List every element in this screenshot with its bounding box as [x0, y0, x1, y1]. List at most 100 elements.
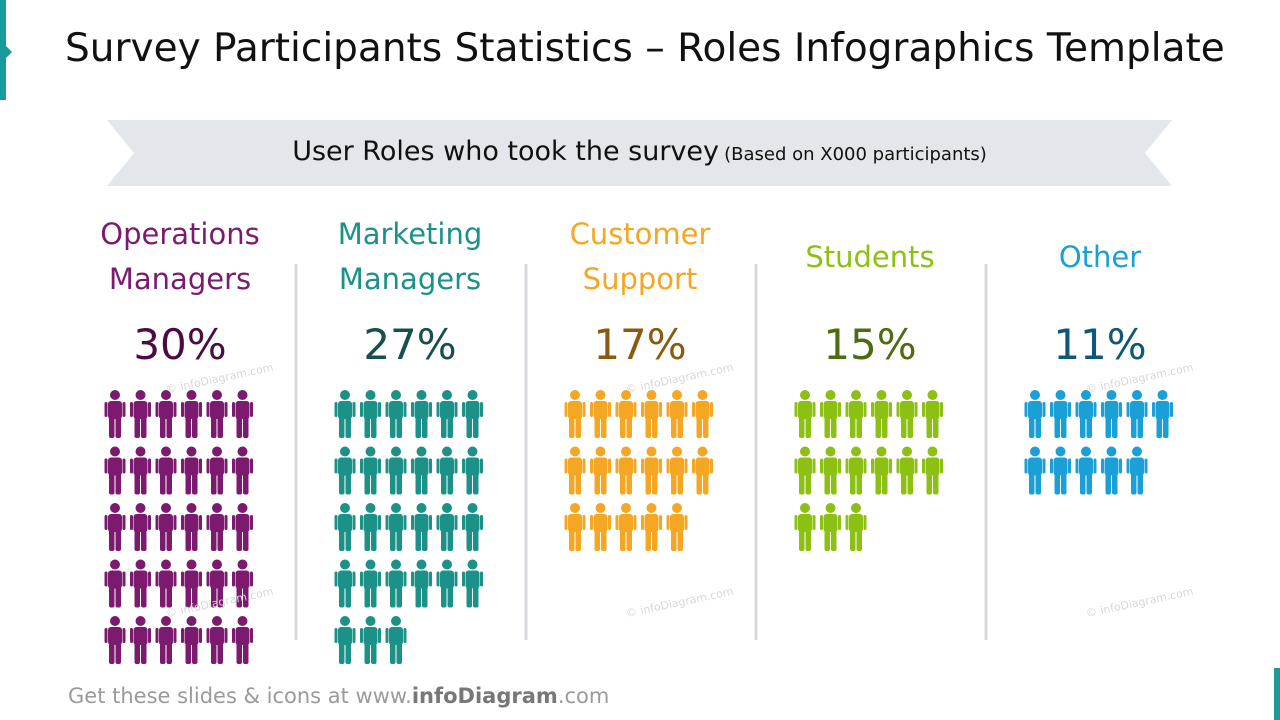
person-icon [360, 390, 381, 438]
icon-body [644, 457, 659, 476]
icon-head [851, 390, 861, 400]
icon-leg [601, 472, 607, 495]
icon-body [414, 514, 429, 532]
icon-leg [243, 642, 249, 664]
icon-leg [211, 529, 217, 551]
icon-arm [334, 515, 338, 530]
icon-body [108, 570, 122, 589]
person-icon [845, 446, 867, 495]
icon-leg [243, 472, 249, 495]
icon-arm [940, 458, 943, 474]
icon-arm [710, 458, 713, 474]
person-icon [590, 446, 611, 495]
icon-arm [436, 402, 440, 417]
icon-head [800, 503, 810, 513]
icon-arm [199, 402, 202, 417]
person-icon [130, 503, 151, 551]
icon-body [874, 457, 889, 476]
icon-head [186, 446, 197, 457]
icon-arm [232, 515, 235, 530]
icon-leg [805, 472, 811, 495]
pictogram [334, 390, 483, 664]
icon-arm [385, 571, 389, 587]
icon-leg [575, 529, 581, 551]
icon-body [593, 401, 608, 419]
icon-leg [645, 472, 651, 495]
icon-head [416, 390, 427, 400]
icon-leg [185, 642, 191, 664]
icon-arm [130, 628, 133, 643]
icon-arm [582, 515, 586, 530]
icon-arm [845, 515, 849, 530]
icon-body [235, 457, 250, 476]
icon-leg [141, 472, 147, 495]
icon-leg [626, 472, 632, 495]
icon-head [237, 503, 248, 513]
person-icon [845, 503, 867, 551]
icon-arm [224, 402, 228, 417]
person-icon [104, 446, 126, 495]
icon-arm [590, 515, 593, 530]
icon-body [900, 401, 914, 419]
icon-leg [1112, 416, 1118, 438]
icon-arm [896, 402, 900, 417]
icon-head [646, 503, 657, 513]
icon-arm [1075, 458, 1079, 474]
pictogram [794, 390, 943, 551]
icon-head [212, 503, 222, 513]
icon-head [135, 503, 146, 513]
icon-head [135, 446, 146, 457]
icon-leg [236, 585, 242, 608]
person-icon [334, 559, 356, 608]
icon-arm [206, 571, 210, 587]
person-icon [692, 390, 713, 438]
footer: Get these slides & icons at www.infoDiag… [68, 684, 609, 708]
person-icon [232, 559, 253, 608]
icon-arm [122, 458, 126, 474]
icon-arm [608, 458, 611, 474]
icon-head [161, 446, 171, 457]
icon-leg [166, 585, 172, 608]
icon-leg [109, 585, 115, 608]
icon-head [1106, 390, 1117, 400]
icon-arm [173, 515, 177, 530]
icon-arm [181, 515, 184, 530]
icon-head [467, 390, 478, 400]
icon-head [161, 616, 171, 626]
icon-arm [1050, 402, 1053, 417]
icon-head [876, 446, 887, 457]
person-icon [181, 559, 202, 608]
icon-body [338, 457, 352, 476]
icon-leg [824, 416, 830, 438]
icon-arm [659, 402, 662, 417]
icon-body [184, 457, 199, 476]
icon-head [1157, 390, 1168, 400]
icon-leg [805, 529, 811, 551]
icon-body [440, 401, 454, 419]
icon-leg [141, 642, 147, 664]
icon-leg [799, 416, 805, 438]
icon-head [927, 390, 938, 400]
icon-body [644, 401, 659, 419]
icon-head [365, 559, 376, 570]
person-icon [334, 616, 356, 664]
icon-body [414, 570, 429, 589]
icon-leg [422, 585, 428, 608]
icon-arm [130, 458, 133, 474]
icon-leg [933, 416, 939, 438]
icon-body [184, 401, 199, 419]
icon-body [670, 514, 684, 532]
person-icon [130, 446, 151, 495]
icon-head [1081, 446, 1091, 457]
icon-head [161, 503, 171, 513]
icon-head [570, 390, 580, 400]
icon-body [235, 570, 250, 589]
pictogram [1024, 390, 1173, 495]
icon-leg [799, 529, 805, 551]
icon-leg [882, 472, 888, 495]
icon-body [465, 457, 480, 476]
icon-head [621, 503, 631, 513]
icon-head [416, 503, 427, 513]
icon-head [800, 390, 810, 400]
icon-head [570, 503, 580, 513]
